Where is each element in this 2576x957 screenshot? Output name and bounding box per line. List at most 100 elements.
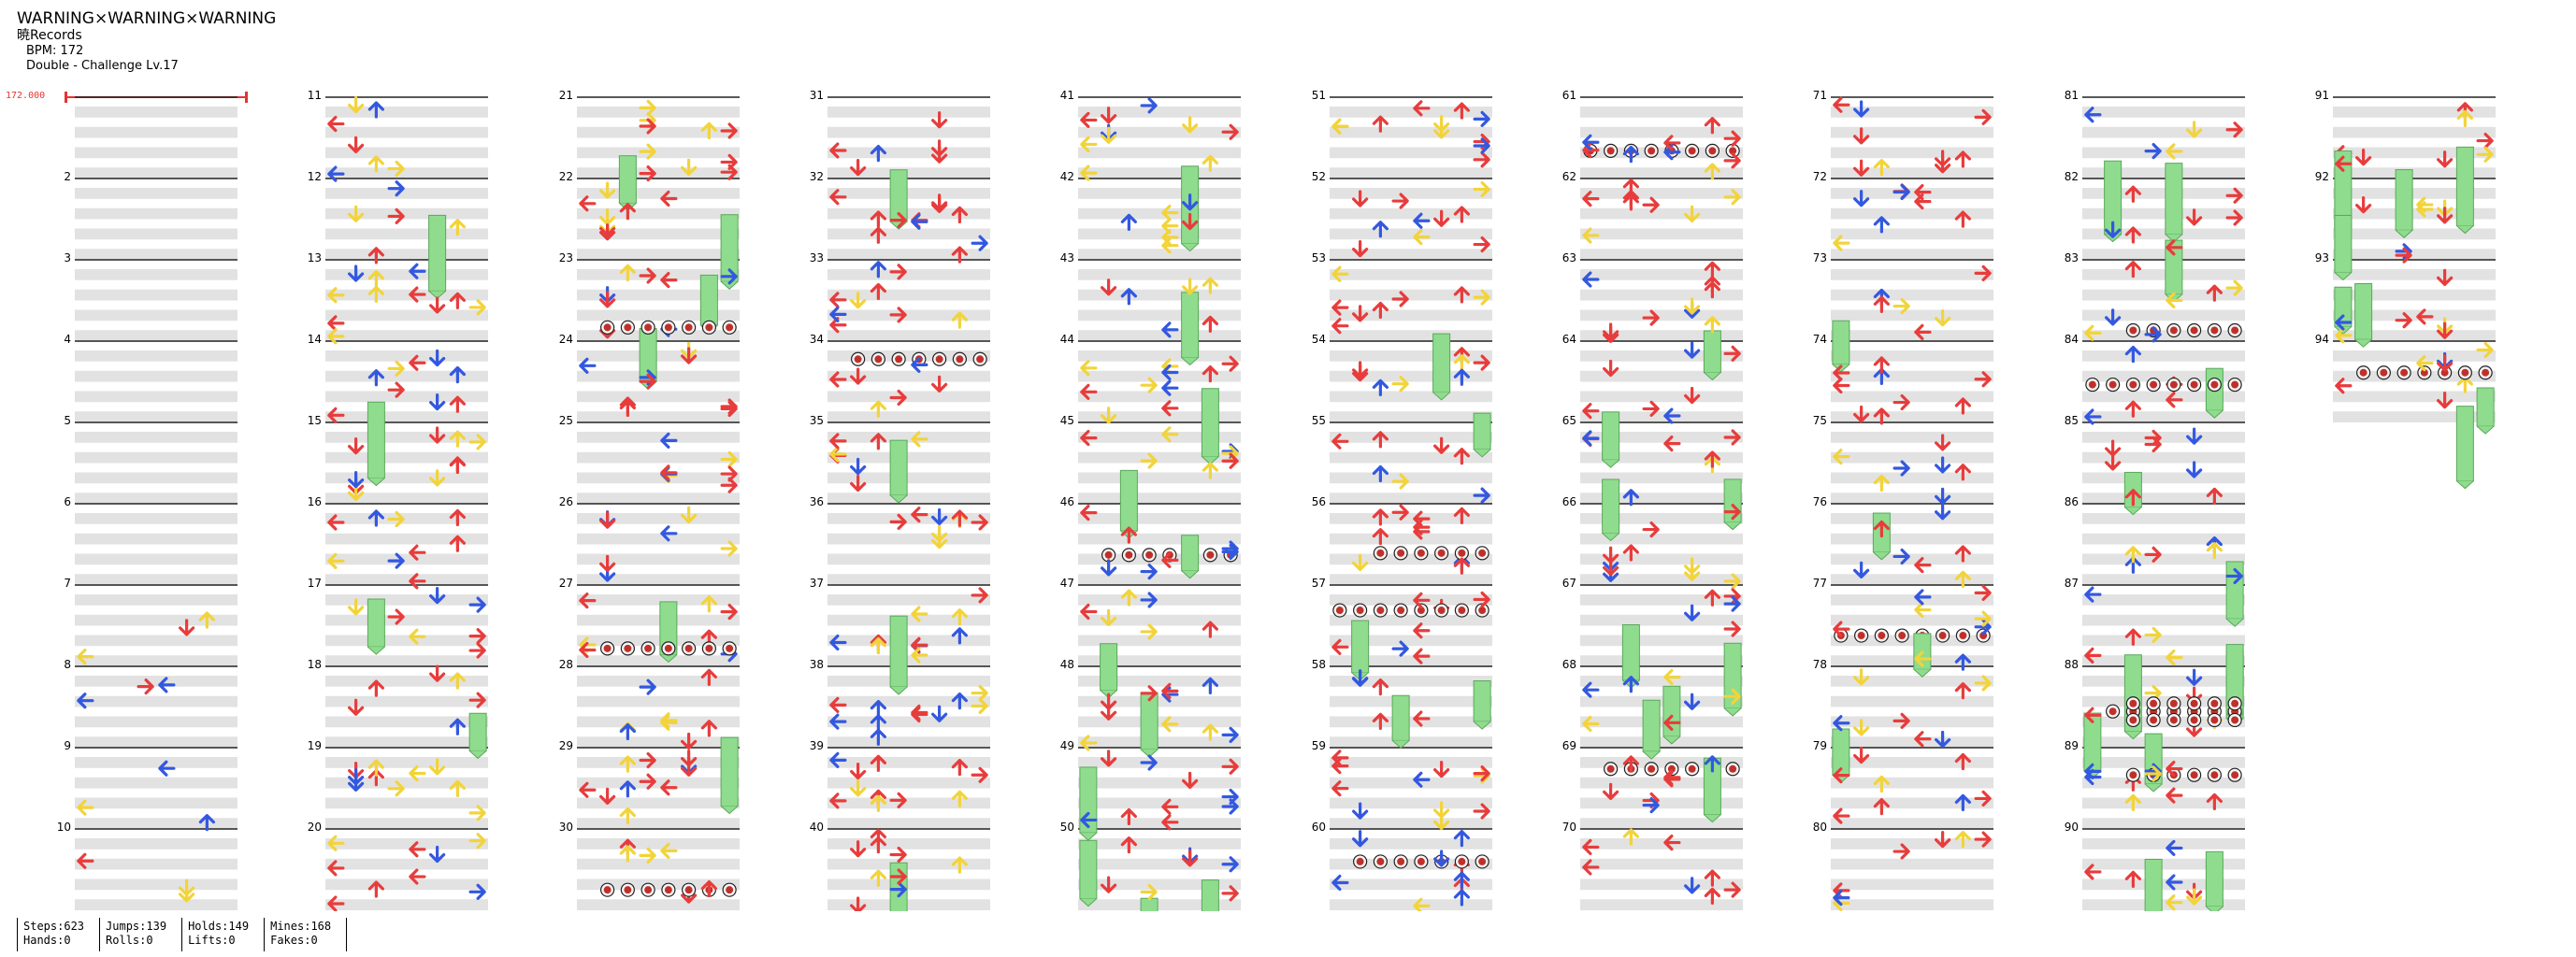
arrow-note: [1954, 150, 1971, 168]
arrow-note: [348, 698, 365, 716]
measure-block: [2333, 96, 2496, 179]
arrow-note: [77, 852, 94, 869]
arrow-note: [599, 554, 616, 572]
arrow-note: [2105, 453, 2122, 471]
arrow-note: [870, 637, 886, 655]
measure-label: 55: [1312, 414, 1326, 427]
measure-label: 53: [1312, 251, 1326, 264]
mine-core: [2169, 326, 2178, 335]
arrow-note: [1935, 434, 1951, 451]
arrow-note: [1352, 239, 1369, 258]
arrow-note: [2225, 279, 2243, 296]
arrow-note: [720, 268, 738, 285]
measure-block: [75, 259, 237, 341]
arrow-note: [1161, 814, 1179, 831]
arrow-note: [327, 514, 345, 531]
measure-label: 16: [308, 495, 322, 508]
arrow-note: [367, 270, 384, 288]
arrow-note: [951, 856, 968, 874]
steps-count: Steps:623: [23, 920, 85, 933]
mine-core: [2210, 380, 2219, 389]
arrow-note: [1331, 318, 1349, 335]
measure-block: [75, 503, 237, 585]
mine-core: [2150, 716, 2158, 724]
measure-block: [827, 503, 990, 585]
arrow-note: [911, 606, 928, 622]
measure-block: [1330, 178, 1492, 260]
arrow-note: [1453, 448, 1470, 465]
mine-core: [2210, 326, 2219, 335]
measure-label: 49: [1060, 739, 1074, 752]
arrow-note: [1914, 323, 1932, 340]
arrow-note: [889, 868, 907, 885]
arrow-note: [870, 869, 886, 887]
hold-end: [1181, 243, 1199, 252]
arrow-note: [1161, 321, 1179, 338]
arrow-note: [951, 206, 968, 224]
arrow-note: [2186, 121, 2203, 138]
measure-block: [577, 421, 740, 504]
arrow-note: [1684, 205, 1701, 222]
hold-note: [1119, 469, 1138, 532]
measure-label: 50: [1060, 821, 1074, 834]
arrow-note: [1080, 136, 1098, 153]
arrow-note: [2124, 226, 2141, 244]
mine-core: [1376, 549, 1385, 557]
arrow-note: [327, 895, 345, 911]
arrow-note: [1433, 115, 1450, 133]
mine-core: [1335, 607, 1344, 615]
measure-label: 28: [559, 658, 573, 671]
arrow-note: [1473, 151, 1490, 168]
arrow-note: [2476, 146, 2494, 163]
hold-note: [1703, 330, 1721, 373]
arrow-note: [1473, 803, 1490, 820]
measure-label: 45: [1060, 414, 1074, 427]
arrow-note: [829, 433, 847, 450]
arrow-note: [1453, 206, 1470, 223]
arrow-note: [1453, 889, 1470, 907]
measure-block: [75, 178, 237, 260]
hold-end: [1662, 736, 1681, 745]
measure-label: 2: [64, 170, 71, 183]
hold-note: [1602, 411, 1620, 461]
measure-block: [1580, 747, 1743, 829]
arrow-note: [1622, 828, 1639, 846]
arrow-note: [599, 787, 616, 805]
arrow-note: [1120, 213, 1137, 231]
mine-core: [1729, 147, 1737, 155]
arrow-note: [931, 375, 948, 393]
measure-block: [325, 259, 488, 341]
arrow-note: [348, 470, 365, 489]
arrow-note: [409, 764, 426, 782]
arrow-note: [1684, 557, 1701, 575]
measure-label: 92: [2315, 170, 2329, 183]
arrow-note: [2166, 894, 2183, 911]
arrow-note: [1372, 221, 1389, 238]
arrow-note: [429, 469, 446, 487]
measure-block: [1330, 828, 1492, 910]
arrow-note: [2144, 546, 2162, 563]
arrow-note: [1202, 723, 1218, 741]
mine-core: [1125, 550, 1133, 559]
arrow-note: [1120, 807, 1137, 826]
arrow-note: [1372, 301, 1389, 320]
arrow-note: [1582, 271, 1600, 288]
mine-core: [1397, 549, 1405, 557]
hold-end: [1602, 459, 1619, 468]
measure-label: 7: [64, 577, 71, 590]
mine-core: [684, 644, 693, 652]
arrow-note: [1372, 528, 1389, 546]
hold-end: [1473, 449, 1491, 458]
hold-note: [889, 615, 908, 688]
arrow-note: [1473, 354, 1490, 371]
arrow-note: [1331, 874, 1349, 892]
arrow-note: [1161, 204, 1179, 221]
measure-block: [1330, 421, 1492, 504]
arrow-note: [348, 264, 365, 282]
stats-col-4: Mines:168 Fakes:0: [264, 918, 348, 951]
arrow-note: [579, 781, 597, 798]
measure-label: 54: [1312, 333, 1326, 346]
mine-core: [1376, 857, 1385, 865]
mine-core: [2150, 699, 2158, 707]
arrow-note: [579, 357, 597, 374]
